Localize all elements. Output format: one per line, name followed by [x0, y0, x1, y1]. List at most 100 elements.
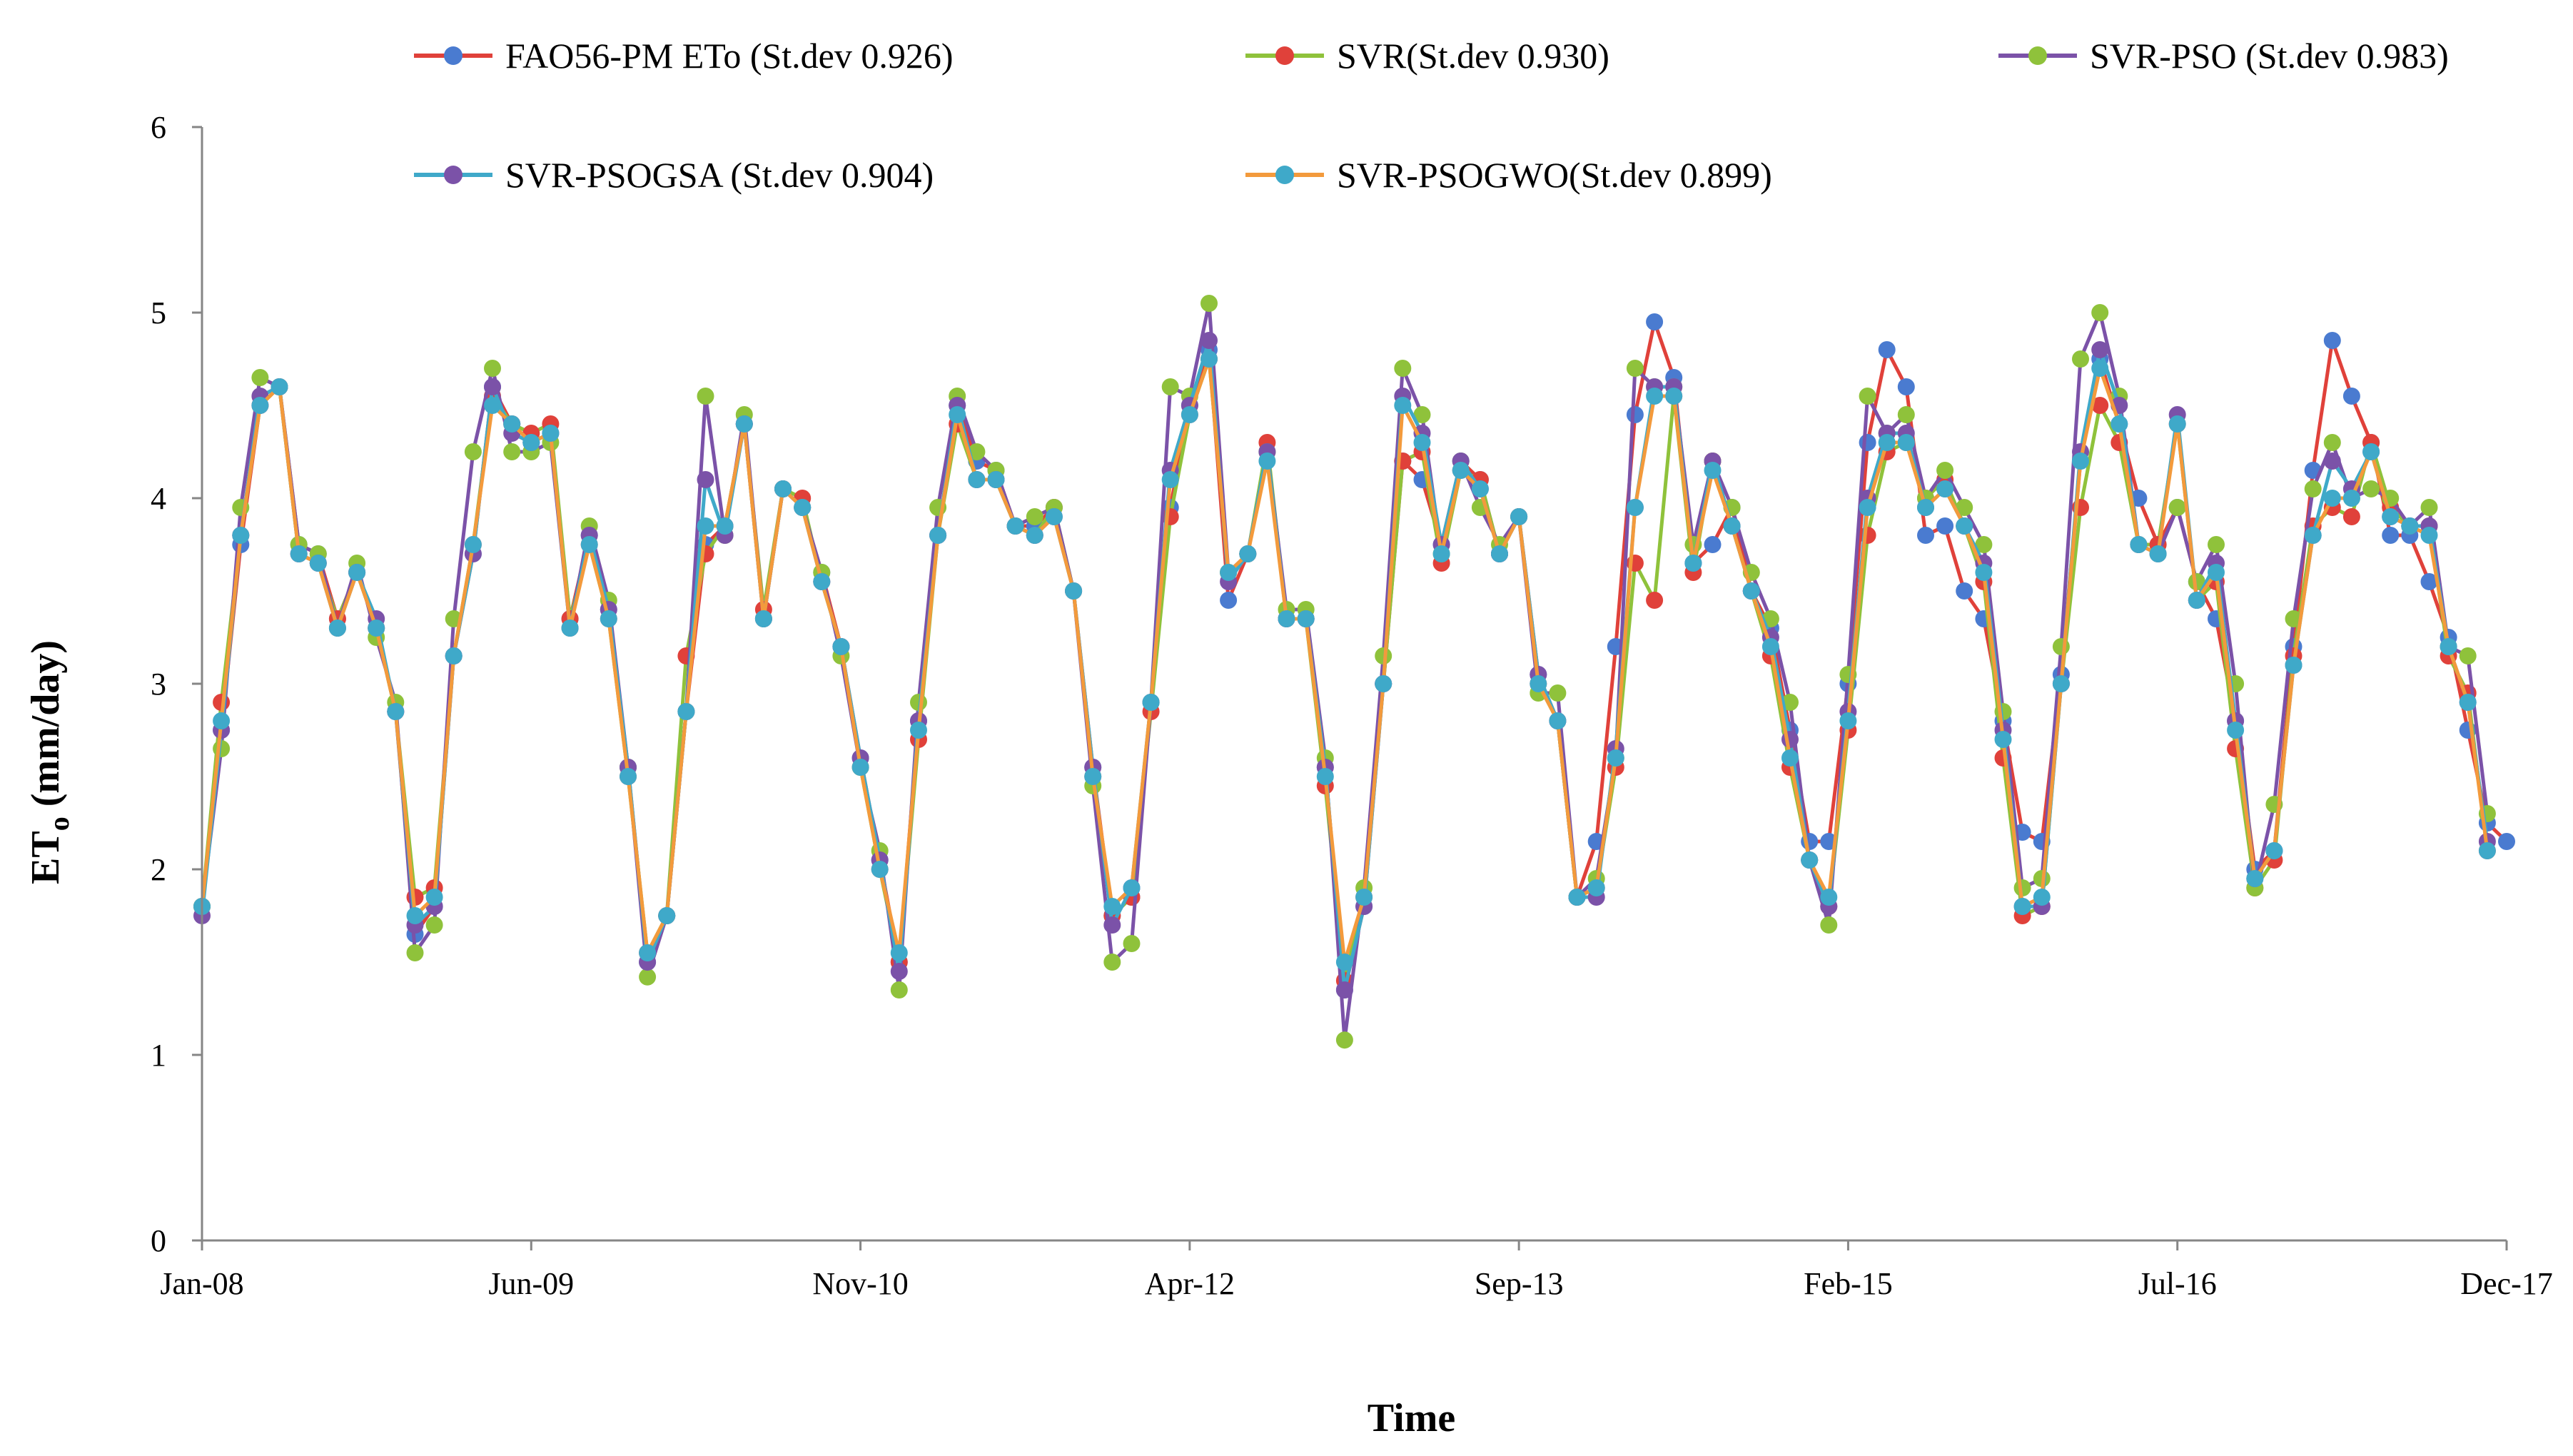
data-point — [484, 378, 501, 395]
legend-label: SVR(St.dev 0.930) — [1337, 36, 1609, 76]
data-point — [1646, 592, 1664, 609]
legend-label: SVR-PSOGSA (St.dev 0.904) — [505, 155, 934, 195]
legend-item: SVR(St.dev 0.930) — [1245, 36, 1609, 76]
data-point — [1897, 434, 1915, 451]
data-point — [2285, 657, 2302, 674]
data-point — [639, 944, 657, 961]
data-point — [232, 527, 250, 544]
data-point — [620, 768, 637, 785]
data-point — [677, 703, 695, 720]
legend-item: FAO56-PM ETo (St.dev 0.926) — [414, 36, 954, 76]
data-point — [1607, 749, 1624, 767]
x-tick-label: Jan-08 — [160, 1266, 243, 1301]
data-point — [1258, 453, 1276, 470]
data-point — [2382, 527, 2400, 544]
data-point — [1530, 675, 1547, 692]
tick-labels: 0 1 2 3 4 5 6 Jan-08 Jun-09 Nov-10 Apr-12 Sep-13 Feb… — [151, 110, 2553, 1301]
data-point — [851, 759, 869, 776]
series-3 — [193, 295, 2496, 1049]
data-point — [2052, 638, 2070, 655]
series-1 — [193, 313, 2515, 999]
data-point — [328, 620, 346, 637]
data-point — [2091, 304, 2109, 321]
data-point — [1723, 517, 1741, 535]
data-point — [1142, 694, 1160, 711]
legend-label: SVR-PSOGWO(St.dev 0.899) — [1337, 155, 1772, 195]
series-line — [200, 357, 2489, 964]
y-tick-label: 5 — [151, 295, 166, 330]
data-point — [987, 471, 1005, 488]
data-point — [2304, 480, 2322, 497]
data-point — [658, 907, 676, 924]
legend-label: FAO56-PM ETo (St.dev 0.926) — [505, 36, 954, 76]
data-point — [1510, 508, 1528, 525]
data-point — [832, 638, 850, 655]
data-point — [697, 388, 714, 405]
data-point — [348, 564, 366, 581]
data-point — [1878, 434, 1896, 451]
data-point — [2459, 647, 2477, 664]
data-point — [1742, 582, 1760, 600]
data-point — [1568, 889, 1586, 906]
data-point — [484, 397, 501, 414]
data-point — [2362, 443, 2380, 460]
data-point — [2265, 842, 2283, 859]
data-point — [2208, 536, 2225, 553]
data-point — [2168, 415, 2186, 433]
data-point — [2285, 610, 2302, 627]
data-point — [1936, 517, 1954, 535]
data-point — [445, 647, 462, 664]
data-point — [2401, 517, 2419, 535]
data-point — [309, 555, 327, 572]
series-layer — [193, 295, 2515, 1049]
data-point — [600, 610, 617, 627]
data-point — [2130, 536, 2148, 553]
data-point — [484, 360, 501, 377]
data-point — [503, 415, 521, 433]
data-point — [2342, 508, 2360, 525]
data-point — [1859, 499, 1876, 516]
data-point — [2498, 833, 2515, 850]
data-point — [2478, 842, 2496, 859]
data-point — [639, 968, 657, 986]
data-point — [1335, 1031, 1353, 1049]
data-point — [890, 963, 908, 980]
legend-swatch-marker — [2028, 46, 2047, 65]
legend-swatch-marker — [444, 166, 462, 184]
x-tick-label: Feb-15 — [1804, 1266, 1893, 1301]
data-point — [387, 703, 405, 720]
data-point — [1859, 527, 1876, 544]
data-point — [1432, 545, 1450, 562]
data-point — [1704, 462, 1722, 479]
data-point — [542, 425, 560, 442]
data-point — [871, 861, 889, 878]
data-point — [968, 471, 986, 488]
legend-swatch-marker — [1275, 166, 1294, 184]
data-point — [1103, 916, 1121, 934]
data-point — [2072, 350, 2089, 368]
data-point — [1200, 295, 1218, 312]
data-point — [1084, 768, 1102, 785]
y-axis-title-main: ET — [24, 831, 68, 884]
data-point — [1161, 471, 1179, 488]
data-point — [1956, 517, 1973, 535]
data-point — [2440, 638, 2457, 655]
data-point — [1491, 545, 1508, 562]
y-tick-label: 6 — [151, 110, 166, 145]
data-point — [1704, 536, 1722, 553]
data-point — [1394, 360, 1412, 377]
data-point — [1549, 712, 1567, 729]
data-point — [1413, 434, 1431, 451]
data-point — [1026, 508, 1043, 525]
data-point — [425, 916, 443, 934]
data-point — [890, 944, 908, 961]
data-point — [1936, 462, 1954, 479]
data-point — [2111, 415, 2128, 433]
data-point — [1859, 434, 1876, 451]
data-point — [1878, 341, 1896, 358]
data-point — [1026, 527, 1043, 544]
data-point — [1761, 638, 1779, 655]
data-point — [929, 527, 947, 544]
data-point — [561, 620, 579, 637]
